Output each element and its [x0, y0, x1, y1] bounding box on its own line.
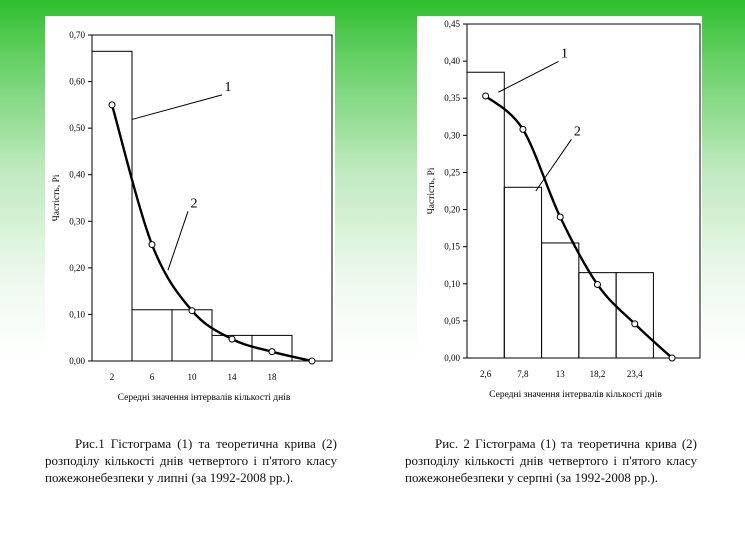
- annotation-leader: [498, 60, 559, 93]
- x-tick-label: 2,6: [480, 369, 492, 379]
- figure-caption-2: Рис. 2 Гістограма (1) та теоретична крив…: [405, 436, 697, 485]
- curve-point: [556, 213, 564, 221]
- curve-point: [268, 348, 276, 356]
- y-tick-label: 0,00: [444, 353, 460, 363]
- histogram-chart-july: 0,00 0,10 0,20 0,30 0,40 0,50 0,60 0,70 2 6 10 14 18…: [52, 30, 333, 403]
- x-tick-label: 2: [110, 372, 115, 382]
- curve-point: [519, 125, 527, 133]
- x-tick-label: 14: [228, 372, 238, 382]
- x-tick-label: 13: [556, 369, 566, 379]
- x-tick-label: 10: [188, 372, 198, 382]
- curve-point: [108, 101, 116, 109]
- chart-panel-august: 0,00 0,05 0,10 0,15 0,20 0,25 0,30 0,35 0,40 0,45…: [417, 16, 702, 408]
- x-tick-label: 6: [150, 372, 155, 382]
- y-tick-label: 0,60: [69, 77, 85, 87]
- curve-point: [188, 307, 196, 315]
- histogram-bar: [131, 309, 173, 362]
- y-tick-label: 0,10: [444, 279, 460, 289]
- histogram-bar: [251, 334, 293, 362]
- curve-point: [631, 320, 639, 328]
- chart-panel-july: 0,00 0,10 0,20 0,30 0,40 0,50 0,60 0,70 2 6 10 14 18…: [45, 16, 335, 408]
- curve-point: [668, 354, 676, 362]
- x-axis-title: Середні значення інтервалів кількості дн…: [489, 390, 662, 400]
- curve-point: [148, 241, 156, 249]
- curve-point: [308, 357, 316, 365]
- curve-point: [228, 335, 236, 343]
- y-tick-label: 0,50: [69, 123, 85, 133]
- annotation-leader: [535, 139, 572, 192]
- annotation-label: 2: [191, 196, 198, 211]
- y-tick-label: 0,00: [69, 356, 85, 366]
- y-tick-label: 0,15: [444, 242, 460, 252]
- y-axis-title: Частість, Pi: [427, 167, 437, 214]
- x-tick-label: 18: [268, 372, 278, 382]
- y-tick-label: 0,25: [444, 167, 460, 177]
- annotation-label: 2: [574, 124, 581, 139]
- y-tick-label: 0,70: [69, 30, 85, 40]
- histogram-bar: [503, 186, 543, 359]
- y-tick-label: 0,45: [444, 19, 460, 29]
- histogram-bar: [541, 242, 580, 359]
- curve-point: [593, 281, 601, 289]
- histogram-chart-august: 0,00 0,05 0,10 0,15 0,20 0,25 0,30 0,35 0,40 0,45…: [427, 19, 701, 400]
- histogram-bar: [91, 50, 133, 362]
- y-axis-title: Частість, Pi: [52, 174, 62, 221]
- x-tick-label: 23,4: [627, 369, 643, 379]
- y-tick-label: 0,35: [444, 93, 460, 103]
- y-tick-label: 0,20: [69, 263, 85, 273]
- x-axis-title: Середні значення інтервалів кількості дн…: [118, 393, 291, 403]
- curve-point: [482, 92, 490, 100]
- histogram-bar: [466, 71, 505, 359]
- x-tick-label: 7,8: [517, 369, 529, 379]
- y-tick-label: 0,05: [444, 316, 460, 326]
- annotation-leader: [167, 211, 189, 271]
- histogram-bar: [615, 272, 654, 359]
- y-tick-label: 0,30: [444, 130, 460, 140]
- annotation-leader: [131, 94, 223, 120]
- y-tick-label: 0,10: [69, 309, 85, 319]
- y-tick-label: 0,30: [69, 216, 85, 226]
- y-tick-label: 0,40: [444, 56, 460, 66]
- annotation-label: 1: [225, 80, 232, 95]
- figure-caption-1: Рис.1 Гістограма (1) та теоретична крива…: [45, 436, 337, 485]
- y-tick-label: 0,40: [69, 170, 85, 180]
- x-tick-label: 18,2: [590, 369, 606, 379]
- y-tick-label: 0,20: [444, 205, 460, 215]
- annotation-label: 1: [561, 46, 568, 61]
- histogram-bar: [171, 309, 213, 362]
- plot-frame: [466, 23, 701, 359]
